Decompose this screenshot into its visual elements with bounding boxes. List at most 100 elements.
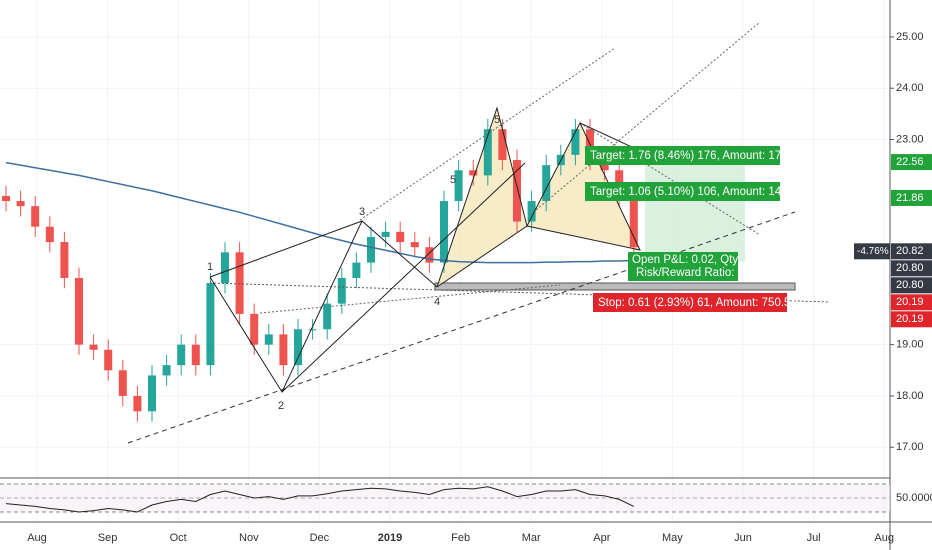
- pattern-label: 3: [359, 206, 365, 218]
- candle-body: [381, 231, 390, 237]
- candle-body: [235, 252, 244, 314]
- rsi-line: [5, 486, 635, 513]
- x-tick-label: Feb: [451, 532, 470, 544]
- candle-body: [352, 262, 361, 278]
- target-label: Target: 1.06 (5.10%) 106, Amount: 1433.5…: [590, 186, 811, 198]
- price-tag: [891, 154, 932, 171]
- x-tick-label: Nov: [239, 532, 259, 544]
- pattern-line: [209, 220, 438, 394]
- x-tick-label: Jun: [734, 532, 752, 544]
- y-tick-label: 17.00: [896, 441, 924, 453]
- x-tick-label: Oct: [170, 532, 187, 544]
- candle-body: [367, 236, 375, 263]
- candle-body: [571, 129, 580, 155]
- x-tick-label: Sep: [98, 532, 118, 544]
- x-tick-label: Aug: [874, 532, 894, 544]
- price-tags: 22.56 21.86 20.82 -4.76% 20.80 20.80 20.19 20.1…: [854, 154, 932, 328]
- stop-box: [593, 293, 787, 312]
- pattern-shade: [527, 123, 640, 250]
- candle-body: [133, 395, 142, 412]
- profit-zone: [645, 160, 745, 262]
- pattern-label: 5: [494, 114, 500, 126]
- price-tag-label: 20.80: [896, 262, 924, 274]
- pattern-label: 1: [207, 261, 213, 273]
- price-tag-label: 20.19: [896, 313, 924, 325]
- candle-body: [162, 365, 171, 376]
- candle-body: [527, 201, 536, 222]
- candle-body: [250, 313, 259, 345]
- y-tick-label: 18.00: [896, 390, 924, 402]
- y-tick-label: 23.00: [896, 133, 924, 145]
- price-tag: [891, 311, 932, 328]
- x-tick-label: Jul: [807, 532, 821, 544]
- candle-body: [118, 370, 127, 396]
- candle-body: [498, 129, 507, 161]
- pnl-box: [628, 252, 738, 281]
- candle-body: [206, 283, 215, 366]
- candle-body: [600, 160, 609, 171]
- price-tag: [891, 260, 932, 277]
- risk-reward-label: Risk/Reward Ratio: 2.89: [636, 267, 760, 279]
- candle-body: [308, 329, 317, 331]
- candle-body: [410, 242, 419, 248]
- change-tag-label: -4.76%: [857, 246, 889, 257]
- price-tag-label: 20.19: [896, 296, 924, 308]
- candle-body: [31, 206, 40, 227]
- y-tick-label: 25.00: [896, 31, 924, 43]
- x-tick-label: Mar: [522, 532, 541, 544]
- x-tick-label: Aug: [27, 532, 47, 544]
- target-box: [585, 146, 780, 165]
- price-tag-label: 20.82: [896, 245, 924, 257]
- candle-body: [60, 242, 69, 278]
- x-tick-label: May: [662, 532, 683, 544]
- candle-body: [337, 277, 346, 304]
- price-tag-label: 20.80: [896, 279, 924, 291]
- candle-body: [75, 277, 83, 345]
- candle-body: [221, 252, 229, 284]
- candle-body: [294, 329, 302, 366]
- trend-line: [127, 211, 796, 444]
- candle-body: [454, 170, 463, 202]
- candle-body: [542, 165, 551, 202]
- y-tick-label: 19.00: [896, 339, 924, 351]
- pattern-line: [281, 162, 526, 393]
- x-tick-label: Dec: [310, 532, 330, 544]
- target-label: Target: 1.76 (8.46%) 176, Amount: 1719.8…: [590, 150, 811, 162]
- pattern-label: 5: [450, 174, 456, 186]
- channel-line: [359, 47, 616, 221]
- target-box: [585, 182, 780, 201]
- candle-body: [323, 303, 332, 330]
- stop-label: Stop: 0.61 (2.93%) 61, Amount: 750.51: [598, 297, 797, 309]
- price-tag: [891, 294, 932, 311]
- candle-body: [396, 231, 405, 243]
- candle-body: [264, 334, 273, 345]
- candle-body: [425, 247, 434, 263]
- candle-body: [148, 375, 156, 412]
- candle-body: [483, 129, 492, 176]
- candle-body: [89, 344, 98, 350]
- price-tag-label: 22.56: [896, 156, 924, 168]
- price-tag: [891, 189, 932, 206]
- pnl-label: Open P&L: 0.02, Qty: 409: [632, 254, 764, 266]
- x-tick-label: Apr: [593, 532, 610, 544]
- x-tick-label: 2019: [378, 532, 402, 544]
- pattern-label: 2: [278, 400, 284, 412]
- candle-body: [16, 201, 25, 207]
- candle-body: [440, 201, 448, 263]
- price-tag: [891, 277, 932, 294]
- price-tag: [891, 243, 932, 260]
- candle-body: [469, 170, 478, 176]
- pattern-line: [436, 106, 641, 288]
- candle-body: [191, 344, 200, 366]
- moving-average: [5, 161, 634, 264]
- price-tag-label: 21.86: [896, 192, 924, 204]
- candle-body: [629, 195, 638, 248]
- candle-body: [513, 160, 521, 222]
- rsi-tick-label: 50.0000: [896, 492, 932, 504]
- zone-bar: [434, 282, 796, 291]
- channel-line: [579, 122, 761, 236]
- change-tag: [854, 243, 890, 260]
- y-tick-label: 24.00: [896, 82, 924, 94]
